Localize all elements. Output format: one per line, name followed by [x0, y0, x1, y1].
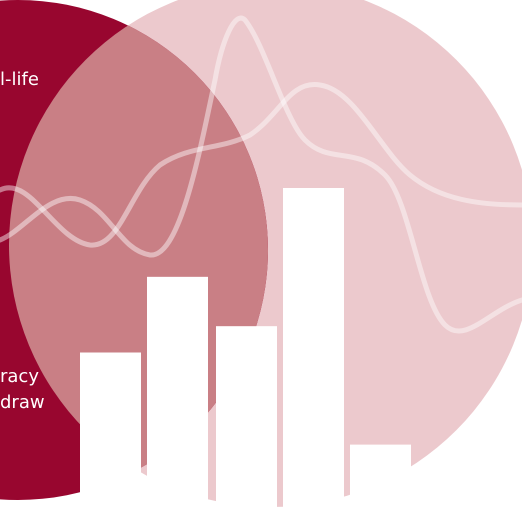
bar-3: [216, 326, 277, 517]
bottom-label-fragment-1: racy: [0, 366, 39, 387]
peaked-wave-curve: [0, 15, 522, 334]
bar-2: [147, 276, 208, 517]
bar-4: [283, 188, 344, 517]
top-label-fragment: l-life: [0, 69, 39, 90]
smooth-wave-curve: [0, 82, 522, 248]
bar-5: [350, 444, 411, 517]
bottom-label-fragment-2: draw: [0, 392, 45, 413]
bar-group: [80, 188, 411, 517]
bar-1: [80, 352, 141, 517]
